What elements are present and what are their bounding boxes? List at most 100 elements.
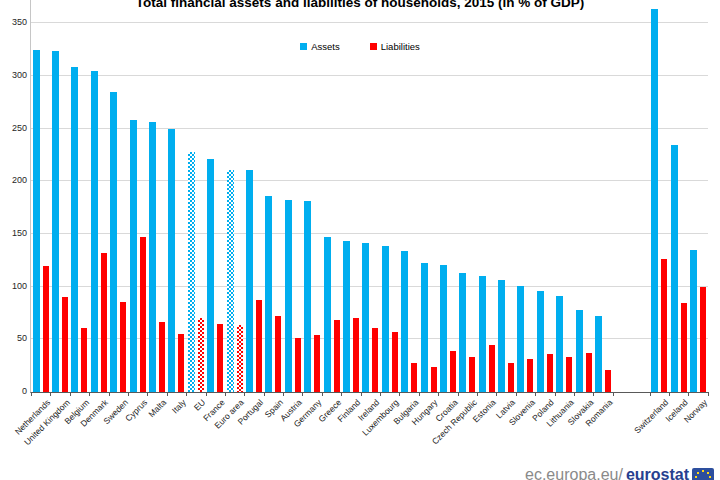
category-slot-estonia: Estonia	[477, 0, 496, 392]
assets-bar-euro-area	[227, 170, 234, 392]
liabilities-bar-united-kingdom	[62, 297, 68, 392]
assets-bar-norway	[690, 250, 697, 392]
x-axis-tick	[516, 392, 517, 396]
x-axis-tick	[380, 392, 381, 396]
liabilities-bar-lithuania	[566, 357, 572, 392]
liabilities-bar-croatia	[450, 351, 456, 392]
category-slot-slovakia: Slovakia	[574, 0, 593, 392]
x-axis-tick	[593, 392, 594, 396]
bar-pair	[459, 0, 475, 392]
bar-pair	[671, 0, 687, 392]
bar-pair	[576, 0, 592, 392]
assets-bar-denmark	[91, 71, 98, 392]
assets-bar-eu	[188, 152, 195, 392]
x-axis-tick	[496, 392, 497, 396]
assets-bar-luxembourg	[382, 246, 389, 392]
category-slot-hungary: Hungary	[419, 0, 438, 392]
liabilities-bar-slovakia	[586, 353, 592, 392]
assets-bar-latvia	[498, 280, 505, 392]
assets-bar-netherlands	[33, 50, 40, 392]
liabilities-bar-austria	[295, 338, 301, 392]
assets-bar-croatia	[440, 265, 447, 393]
assets-bar-spain	[265, 196, 272, 392]
liabilities-bar-iceland	[681, 303, 687, 392]
footer-watermark: ec.europa.eu/eurostat	[525, 467, 714, 480]
bar-pair	[130, 0, 146, 392]
bar-pair	[188, 0, 204, 392]
category-slot-croatia: Croatia	[438, 0, 457, 392]
liabilities-bar-norway	[700, 287, 706, 392]
x-axis-tick	[341, 392, 342, 396]
category-slot-finland: Finland	[341, 0, 360, 392]
x-axis-tick	[574, 392, 575, 396]
liabilities-bar-spain	[275, 316, 281, 392]
x-axis-tick	[225, 392, 226, 396]
category-slot-ireland: Ireland	[361, 0, 380, 392]
assets-bar-cyprus	[130, 120, 137, 392]
x-axis-tick	[688, 392, 689, 396]
bar-pair	[207, 0, 223, 392]
x-axis-tick	[322, 392, 323, 396]
category-slot-switzerland: Switzerland	[650, 0, 669, 392]
category-slot-netherlands: Netherlands	[31, 0, 50, 392]
x-axis-tick	[206, 392, 207, 396]
y-axis-label: 0	[3, 387, 27, 396]
bar-pair	[71, 0, 87, 392]
chart-canvas: Total financial assets and liabilities o…	[0, 0, 720, 480]
bar-pair	[690, 0, 706, 392]
y-axis-label: 150	[3, 229, 27, 238]
category-slot-france: France	[206, 0, 225, 392]
x-axis-tick	[555, 392, 556, 396]
assets-bar-italy	[168, 129, 175, 392]
y-axis-label: 200	[3, 176, 27, 185]
liabilities-bar-france	[217, 324, 223, 392]
assets-bar-sweden	[110, 92, 117, 392]
x-axis-tick	[669, 392, 670, 396]
assets-bar-greece	[324, 237, 331, 392]
liabilities-bar-latvia	[508, 363, 514, 393]
x-axis-label: Malta	[147, 398, 168, 419]
bar-pair	[110, 0, 126, 392]
liabilities-bar-malta	[159, 322, 165, 392]
x-axis-tick	[186, 392, 187, 396]
bar-pair	[362, 0, 378, 392]
category-slot-germany: Germany	[302, 0, 321, 392]
category-slot-iceland: Iceland	[669, 0, 688, 392]
category-slot-sweden: Sweden	[109, 0, 128, 392]
y-axis-label: 100	[3, 282, 27, 291]
category-slot-austria: Austria	[283, 0, 302, 392]
bar-pair	[246, 0, 262, 392]
footer-url-prefix: ec.europa.eu/	[525, 467, 623, 480]
x-axis-tick	[31, 392, 32, 396]
x-axis-tick	[283, 392, 284, 396]
bar-pair	[324, 0, 340, 392]
liabilities-bar-poland	[547, 354, 553, 392]
bar-pair	[149, 0, 165, 392]
liabilities-bar-bulgaria	[411, 363, 417, 393]
category-slot-slovenia: Slovenia	[516, 0, 535, 392]
assets-bar-poland	[537, 291, 544, 392]
x-axis-tick	[438, 392, 439, 396]
category-slot-bulgaria: Bulgaria	[399, 0, 418, 392]
category-slot-malta: Malta	[147, 0, 166, 392]
category-slot-spain: Spain	[264, 0, 283, 392]
liabilities-bar-italy	[178, 334, 184, 392]
bar-pair	[556, 0, 572, 392]
x-axis-tick	[477, 392, 478, 396]
bars-layer: NetherlandsUnited KingdomBelgiumDenmarkS…	[31, 0, 708, 392]
liabilities-bar-cyprus	[140, 237, 146, 392]
liabilities-bar-sweden	[120, 302, 126, 392]
assets-bar-slovenia	[517, 286, 524, 392]
bar-pair	[537, 0, 553, 392]
bar-pair	[479, 0, 495, 392]
liabilities-bar-slovenia	[527, 359, 533, 392]
assets-bar-czech-republic	[459, 273, 466, 392]
liabilities-bar-hungary	[431, 367, 437, 392]
assets-bar-ireland	[362, 243, 369, 392]
y-axis-label: 250	[3, 124, 27, 133]
x-axis-tick	[70, 392, 71, 396]
bar-pair	[227, 0, 243, 392]
x-axis-tick	[244, 392, 245, 396]
bar-pair	[265, 0, 281, 392]
liabilities-bar-netherlands	[43, 266, 49, 392]
